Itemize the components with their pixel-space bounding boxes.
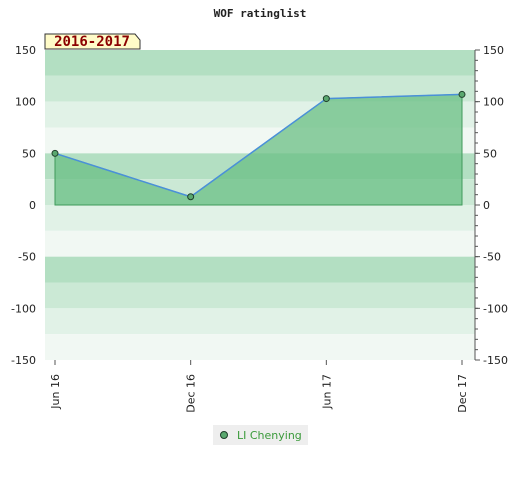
right-y-axis: 150 100 50 0 -50 -100 -150 (474, 44, 508, 367)
data-points (51, 90, 466, 201)
legend-marker (220, 431, 228, 439)
season-label: 2016-2017 (54, 34, 130, 50)
y-tick-label-right: -50 (483, 251, 501, 264)
background-band (45, 282, 475, 309)
background-band (45, 256, 475, 283)
y-tick-label-left: -100 (11, 302, 36, 315)
data-point[interactable] (51, 149, 59, 157)
y-tick-label-right: 150 (483, 44, 504, 57)
legend-label: LI Chenying (237, 429, 302, 442)
legend[interactable]: LI Chenying (213, 425, 308, 445)
left-y-axis: 150 100 50 0 -50 -100 -150 (11, 44, 36, 367)
y-tick-label-right: -100 (483, 302, 508, 315)
x-tick-label: Jun 16 (49, 374, 62, 410)
season-badge: 2016-2017 (44, 33, 141, 50)
y-tick-label-left: 100 (15, 96, 36, 109)
x-tick-label: Dec 17 (456, 374, 469, 413)
y-tick-label-right: -150 (483, 354, 508, 367)
background-band (45, 205, 475, 231)
background-band (45, 334, 475, 360)
y-tick-label-right: 0 (483, 199, 490, 212)
x-axis: Jun 16 Dec 16 Jun 17 Dec 17 (49, 360, 469, 413)
x-tick-label: Jun 17 (320, 374, 333, 410)
background-band (45, 50, 475, 76)
data-point[interactable] (187, 193, 195, 201)
y-tick-label-left: 50 (22, 147, 36, 160)
y-tick-label-right: 100 (483, 96, 504, 109)
background-band (45, 308, 475, 335)
data-point[interactable] (322, 95, 330, 103)
chart-title: WOF ratinglist (214, 7, 307, 20)
data-point[interactable] (458, 90, 466, 98)
y-tick-label-left: 0 (29, 199, 36, 212)
background-band (45, 230, 475, 257)
rating-line (54, 93, 463, 198)
y-tick-label-right: 50 (483, 147, 497, 160)
y-tick-label-left: -50 (18, 251, 36, 264)
x-tick-label: Dec 16 (185, 374, 198, 413)
y-tick-label-left: 150 (15, 44, 36, 57)
y-tick-label-left: -150 (11, 354, 36, 367)
